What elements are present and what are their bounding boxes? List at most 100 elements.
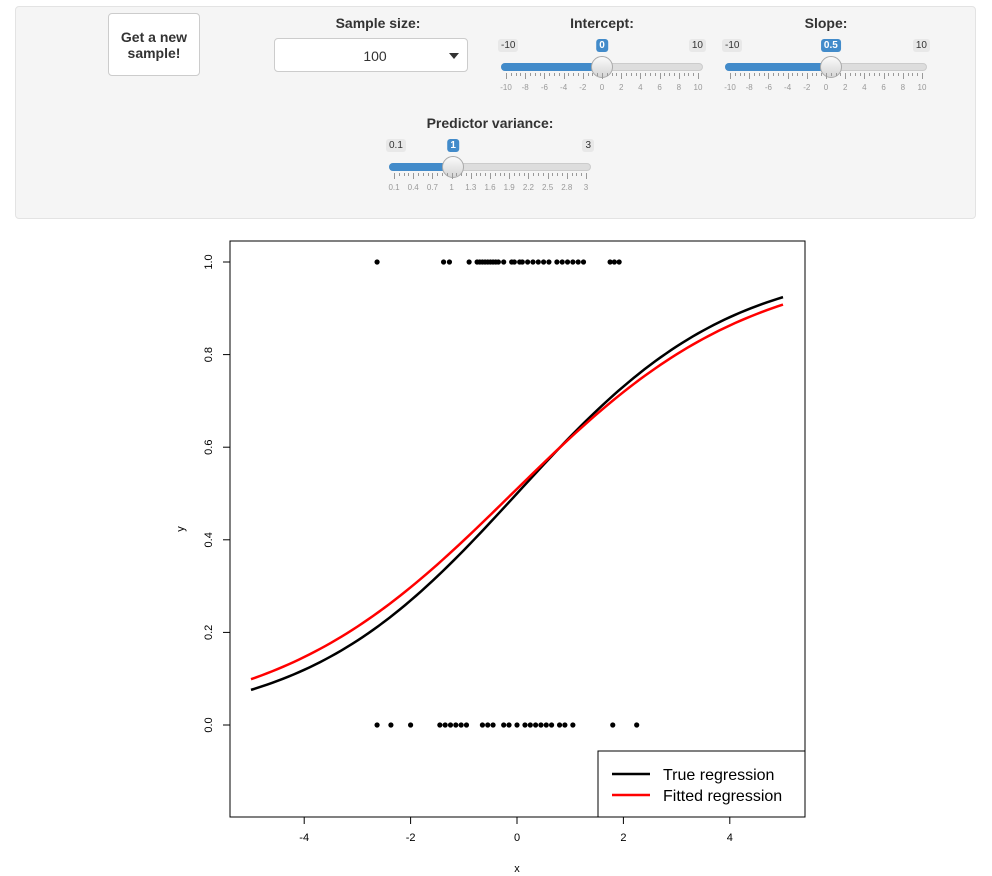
intercept-tick-label: 6 [657, 83, 662, 92]
slope-tick [883, 73, 885, 79]
intercept-tick [674, 73, 675, 76]
data-point-y0 [538, 722, 544, 728]
slope-tick [797, 73, 799, 76]
plot-frame [229, 240, 806, 818]
slope-tick [878, 73, 880, 76]
intercept-tick [626, 73, 627, 76]
data-point-y1 [530, 259, 536, 265]
data-point-y0 [458, 722, 464, 728]
intercept-tick [698, 73, 699, 79]
data-point-y1 [580, 259, 587, 265]
variance-tick [542, 173, 544, 176]
data-point-y0 [570, 722, 576, 728]
new-sample-button[interactable]: Get a new sample! [108, 13, 200, 76]
data-point-y0 [506, 722, 512, 728]
variance-tick [586, 173, 587, 179]
slope-tick [854, 73, 856, 76]
intercept-tick [578, 73, 579, 76]
slope-max-label: 10 [912, 39, 930, 52]
variance-tick [504, 173, 506, 176]
variance-tick [442, 173, 443, 176]
slope-tick [816, 73, 818, 76]
legend-box [597, 750, 806, 818]
slope-tick [792, 73, 794, 76]
slope-tick [907, 73, 909, 76]
axes: -4 -2 0 2 4 0.0 0.2 0.4 0.6 0.8 1.0 [203, 254, 733, 844]
data-point-y0 [514, 722, 520, 728]
intercept-tick [654, 73, 656, 76]
x-tick-label: 4 [727, 832, 733, 844]
variance-tick [480, 173, 482, 176]
y-tick-label: 1.0 [203, 254, 215, 269]
data-point-y0 [388, 722, 394, 728]
regression-curves [250, 295, 784, 692]
intercept-tick [592, 73, 594, 76]
variance-handle[interactable] [442, 156, 465, 178]
true-regression-curve [250, 295, 784, 692]
intercept-tick [688, 73, 690, 76]
variance-min-label: 0.1 [386, 139, 406, 152]
slope-tick [840, 73, 842, 76]
slope-tick [754, 73, 755, 76]
legend: True regression Fitted regression [597, 750, 806, 818]
slope-tick-label: 4 [862, 83, 867, 92]
intercept-label: Intercept: [570, 15, 634, 31]
intercept-slider[interactable]: Intercept: -10 10 0 -10 -8 -6 -4 -2 0 2 4 6 8 10 [498, 0, 706, 100]
intercept-tick [606, 73, 608, 76]
slope-tick [778, 73, 779, 76]
slope-tick-label: -10 [724, 83, 736, 92]
data-point-y1 [541, 259, 547, 265]
variance-tick [547, 173, 549, 179]
x-tick-label: -4 [299, 832, 309, 844]
data-point-y0 [556, 722, 563, 728]
intercept-tick-label: -2 [579, 83, 587, 92]
slope-tick [763, 73, 765, 76]
slope-tick [830, 73, 832, 76]
data-point-y1 [607, 259, 613, 265]
intercept-tick [558, 73, 560, 76]
slope-tick [806, 73, 808, 79]
variance-max-label: 3 [582, 139, 594, 152]
slope-tick [859, 73, 861, 76]
y-axis-label: y [175, 526, 187, 532]
data-point-y1 [466, 259, 472, 265]
slope-handle[interactable] [819, 56, 842, 78]
slope-slider[interactable]: Slope: -10 10 0.5 -10 -8 -6 -4 -2 0 2 4 6 8 10 [722, 0, 930, 100]
intercept-tick-label: 8 [676, 83, 682, 92]
x-tick-label: 0 [514, 832, 520, 844]
slope-tick-label: 6 [881, 83, 886, 92]
intercept-tick [549, 73, 551, 76]
variance-fill [389, 163, 454, 171]
data-point-y1 [559, 259, 565, 265]
intercept-tick [678, 73, 680, 79]
intercept-tick [669, 73, 671, 76]
slope-tick [826, 73, 827, 79]
y-tick-label: 0.6 [203, 440, 215, 455]
variance-tick-label: 0.4 [407, 183, 419, 192]
sample-size-select[interactable]: 100 [274, 38, 468, 72]
intercept-tick-label: 0 [599, 83, 605, 92]
data-point-y1 [554, 259, 560, 265]
intercept-tick [650, 73, 651, 76]
variance-tick [523, 173, 525, 176]
new-sample-label: Get a new sample! [120, 28, 188, 61]
chevron-down-icon [449, 53, 459, 59]
legend-label-true: True regression [663, 767, 774, 784]
data-point-y0 [501, 722, 507, 728]
slope-tick [811, 73, 813, 76]
intercept-tick [582, 73, 584, 79]
slope-tick-label: 10 [917, 83, 927, 92]
variance-tick [581, 173, 583, 176]
intercept-tick [616, 73, 618, 76]
slope-label: Slope: [804, 15, 848, 31]
data-point-y0 [408, 722, 414, 728]
variance-tick [490, 173, 491, 179]
variance-tick [533, 173, 535, 176]
x-tick-label: -2 [406, 832, 416, 844]
variance-tick-label: 0.1 [388, 183, 400, 192]
data-points [374, 259, 640, 728]
slope-tick-label: -6 [764, 83, 772, 92]
variance-slider[interactable]: Predictor variance: 0.1 3 1 0.1 0.4 0.7 1 1.3 1.6… [386, 100, 594, 200]
intercept-tick-label: 4 [638, 83, 643, 92]
intercept-tick [645, 73, 647, 76]
